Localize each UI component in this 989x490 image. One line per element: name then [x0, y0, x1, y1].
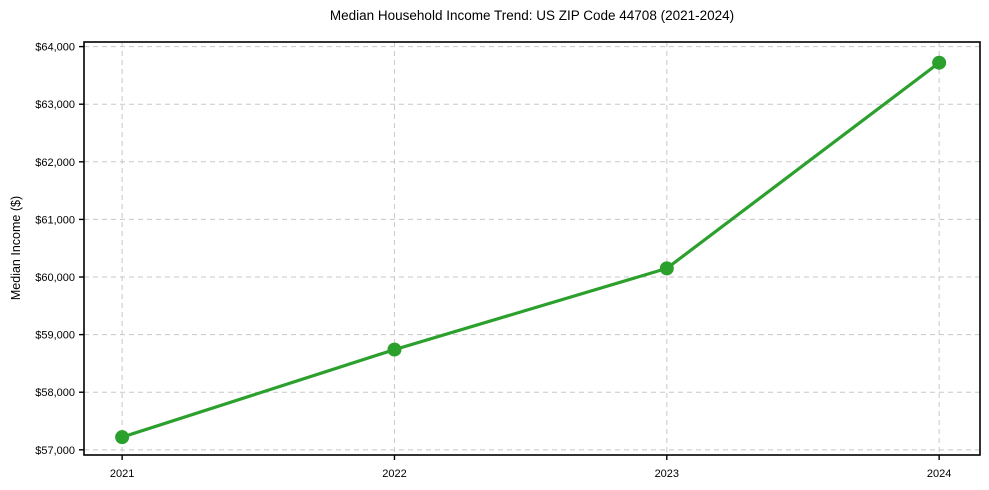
y-tick-label: $62,000 — [35, 157, 75, 169]
data-point-2023 — [659, 261, 674, 276]
x-tick-label: 2022 — [382, 468, 406, 480]
y-tick-label: $60,000 — [35, 272, 75, 284]
chart-title: Median Household Income Trend: US ZIP Co… — [329, 8, 735, 23]
y-tick-label: $64,000 — [35, 42, 75, 54]
data-point-2021 — [115, 430, 130, 445]
y-tick-label: $58,000 — [35, 387, 75, 399]
plot-border — [83, 41, 981, 456]
y-tick-label: $59,000 — [35, 330, 75, 342]
y-tick-label: $61,000 — [35, 214, 75, 226]
data-point-2022 — [387, 342, 402, 357]
y-tick-label: $57,000 — [35, 445, 75, 457]
x-tick-label: 2023 — [655, 468, 679, 480]
x-tick-label: 2024 — [927, 468, 951, 480]
y-tick-label: $63,000 — [35, 99, 75, 111]
data-point-2024 — [932, 55, 947, 70]
x-tick-label: 2021 — [110, 468, 134, 480]
income-trend-line — [120, 61, 941, 439]
